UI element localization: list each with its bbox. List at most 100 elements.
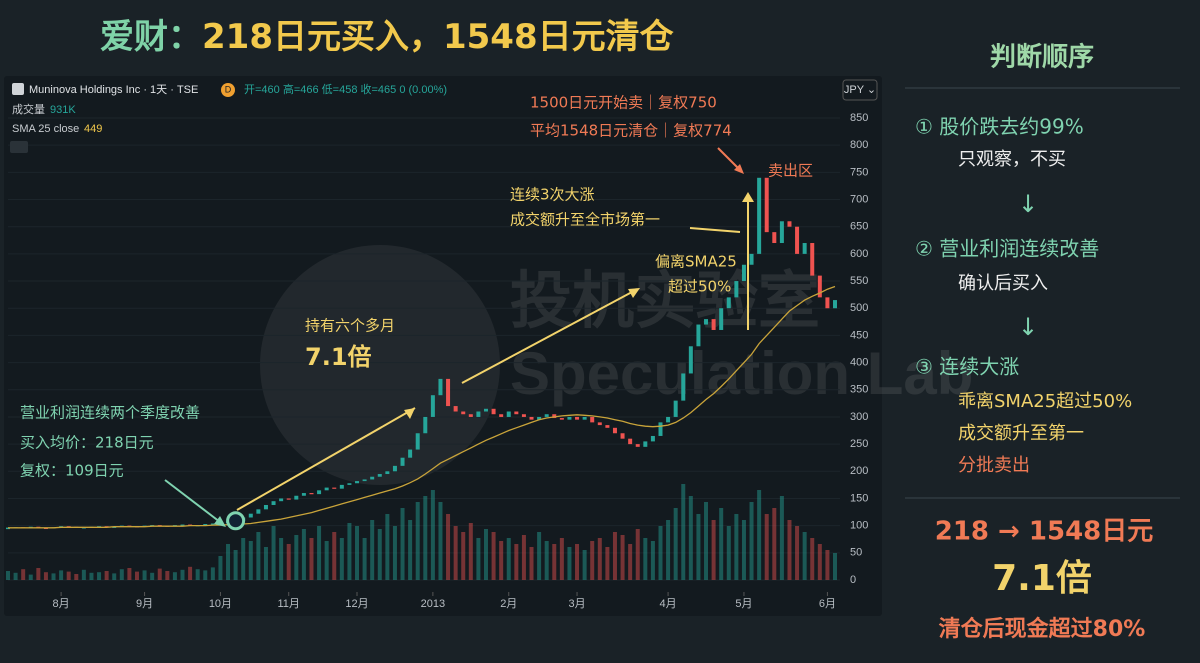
- volume-bar: [408, 520, 413, 580]
- volume-bar: [499, 541, 504, 580]
- chart-panel: [4, 76, 882, 616]
- volume-bar: [787, 520, 792, 580]
- volume-bar: [726, 526, 731, 580]
- volume-bar: [74, 574, 79, 580]
- volume-bar: [43, 572, 48, 580]
- x-tick-label: 8月: [53, 598, 70, 610]
- volume-bar: [142, 570, 147, 580]
- volume-bar: [256, 532, 261, 580]
- volume-bar: [210, 567, 215, 580]
- volume-bar: [339, 538, 344, 580]
- buy-marker: [226, 511, 246, 531]
- candle: [286, 498, 291, 500]
- volume-bar: [757, 490, 762, 580]
- candle: [802, 243, 807, 254]
- candle: [575, 416, 580, 420]
- candle: [491, 408, 496, 415]
- candle: [506, 411, 511, 417]
- candle: [483, 408, 488, 412]
- buy-arrow: [164, 479, 221, 523]
- arrows: [164, 147, 754, 527]
- currency[interactable]: JPY ⌄: [844, 84, 876, 96]
- volume-bar: [36, 568, 41, 580]
- annotation: 7.1倍: [305, 343, 372, 371]
- volume-bar: [575, 544, 580, 580]
- candle: [408, 449, 413, 458]
- step-note: 成交额升至第一: [958, 423, 1084, 444]
- volume-bar: [233, 550, 238, 580]
- candle: [810, 243, 815, 276]
- volume-bar: [658, 526, 663, 580]
- candle: [764, 177, 769, 233]
- annotation: 连续3次大涨: [510, 186, 595, 204]
- sidebar-title: 判断顺序: [990, 42, 1094, 73]
- candle: [787, 221, 792, 227]
- volume-bar: [802, 532, 807, 580]
- volume-bar: [719, 508, 724, 580]
- x-tick-label: 12月: [345, 598, 368, 610]
- candle: [415, 433, 420, 450]
- annotation: 成交额升至全市场第一: [510, 211, 660, 229]
- volume-bar: [392, 526, 397, 580]
- volume-bar: [104, 571, 109, 580]
- volume-bar: [559, 538, 564, 580]
- volume-bar: [643, 538, 648, 580]
- volume-bar: [309, 538, 314, 580]
- volume-bar: [673, 508, 678, 580]
- y-tick-label: 850: [850, 112, 868, 124]
- volume-bar: [825, 550, 830, 580]
- volume-bar: [271, 526, 276, 580]
- volume-bar: [347, 523, 352, 580]
- volume-bar: [188, 566, 193, 580]
- collapse-button[interactable]: [10, 141, 28, 153]
- volume-bar: [218, 556, 223, 580]
- x-tick-label: 10月: [209, 598, 232, 610]
- volume-bar: [66, 571, 71, 580]
- volume-bar: [81, 569, 86, 580]
- volume-bar: [605, 547, 610, 580]
- candle: [825, 297, 830, 309]
- y-tick-label: 500: [850, 302, 868, 314]
- volume-bar: [51, 573, 56, 580]
- candle: [597, 422, 602, 426]
- volume-bar: [734, 514, 739, 580]
- volume-bar: [430, 490, 435, 580]
- candle: [301, 493, 306, 496]
- candle: [423, 416, 428, 434]
- candle: [567, 416, 572, 420]
- step-note: 分批卖出: [958, 455, 1030, 476]
- volume-bar: [506, 538, 511, 580]
- candle: [468, 414, 473, 417]
- volume-bar: [400, 508, 405, 580]
- volume-bar: [461, 532, 466, 580]
- candle: [362, 479, 367, 482]
- multiple: 7.1倍: [992, 558, 1092, 599]
- candle: [605, 425, 610, 428]
- badge: D: [225, 84, 232, 94]
- volume-bar: [491, 532, 496, 580]
- candle: [537, 416, 542, 420]
- currency-button[interactable]: [842, 79, 878, 101]
- candle: [271, 501, 276, 505]
- y-tick-label: 200: [850, 465, 868, 477]
- candle: [438, 378, 443, 396]
- candle: [628, 438, 633, 445]
- volume-bar: [438, 502, 443, 580]
- y-tick-label: 700: [850, 193, 868, 205]
- arrowhead: [214, 516, 226, 527]
- step: ③ 连续大涨: [915, 355, 1019, 379]
- candle: [650, 435, 655, 442]
- volume-bar: [833, 553, 837, 580]
- volume-bar: [764, 514, 769, 580]
- y-tick-label: 400: [850, 356, 868, 368]
- title-main: 218日元买入，1548日元清仓: [202, 17, 675, 57]
- volume-bar: [6, 571, 10, 580]
- volume-bar: [650, 541, 655, 580]
- volume-bar: [172, 572, 177, 580]
- step: ① 股价跌去约99%: [915, 115, 1084, 139]
- y-tick-label: 650: [850, 221, 868, 233]
- volume-bar: [165, 571, 170, 580]
- y-tick-label: 750: [850, 166, 868, 178]
- candle: [666, 416, 671, 423]
- candle: [529, 416, 534, 420]
